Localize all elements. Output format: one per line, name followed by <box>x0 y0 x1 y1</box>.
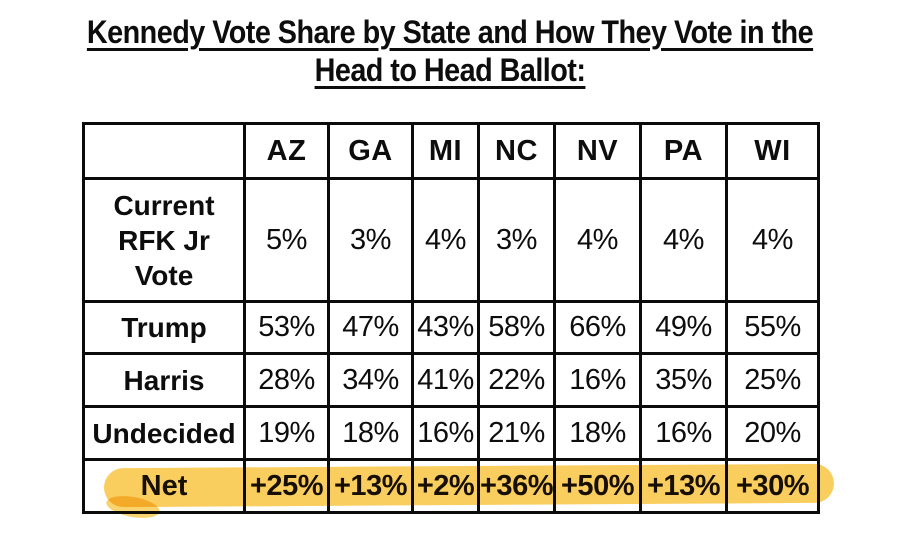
cell-net-mi: +2% <box>411 458 480 514</box>
cell-undecided-wi: 20% <box>725 405 820 461</box>
cell-rfk-pa: 4% <box>639 177 728 303</box>
cell-rfk-nc: 3% <box>477 177 556 303</box>
col-header-wi: WI <box>725 122 820 180</box>
table-row-harris: Harris 28% 34% 41% 22% 16% 35% 25% <box>82 352 820 408</box>
cell-harris-nv: 16% <box>553 352 642 408</box>
cell-net-nc: +36% <box>477 458 556 514</box>
cell-net-pa: +13% <box>639 458 728 514</box>
cell-rfk-az: 5% <box>243 177 330 303</box>
row-label-harris: Harris <box>82 352 246 408</box>
row-label-undecided: Undecided <box>82 405 246 461</box>
page-title: Kennedy Vote Share by State and How They… <box>45 13 855 89</box>
cell-undecided-ga: 18% <box>327 405 414 461</box>
cell-rfk-wi: 4% <box>725 177 820 303</box>
table-row-trump: Trump 53% 47% 43% 58% 66% 49% 55% <box>82 300 820 355</box>
cell-rfk-ga: 3% <box>327 177 414 303</box>
cell-harris-az: 28% <box>243 352 330 408</box>
cell-net-nv: +50% <box>553 458 642 514</box>
cell-trump-ga: 47% <box>327 300 414 355</box>
page-title-line1: Kennedy Vote Share by State and How They… <box>86 14 814 50</box>
cell-trump-az: 53% <box>243 300 330 355</box>
row-label-trump: Trump <box>82 300 246 355</box>
col-header-nc: NC <box>477 122 556 180</box>
cell-net-wi: +30% <box>725 458 820 514</box>
cell-harris-wi: 25% <box>725 352 820 408</box>
cell-trump-nc: 58% <box>477 300 556 355</box>
cell-rfk-nv: 4% <box>553 177 642 303</box>
cell-undecided-az: 19% <box>243 405 330 461</box>
cell-rfk-mi: 4% <box>411 177 480 303</box>
cell-trump-pa: 49% <box>639 300 728 355</box>
cell-harris-ga: 34% <box>327 352 414 408</box>
table-row-net: Net +25% +13% +2% +36% +50% +13% +30% <box>82 458 820 514</box>
cell-harris-mi: 41% <box>411 352 480 408</box>
col-header-ga: GA <box>327 122 414 180</box>
cell-undecided-pa: 16% <box>639 405 728 461</box>
col-header-mi: MI <box>411 122 480 180</box>
row-label-net: Net <box>82 458 246 514</box>
row-label-rfk-vote: Current RFK Jr Vote <box>82 177 246 303</box>
corner-blank-cell <box>82 122 246 180</box>
poll-table: AZ GA MI NC NV PA WI Current RFK Jr Vote… <box>82 122 820 514</box>
cell-undecided-nv: 18% <box>553 405 642 461</box>
cell-harris-pa: 35% <box>639 352 728 408</box>
cell-harris-nc: 22% <box>477 352 556 408</box>
col-header-nv: NV <box>553 122 642 180</box>
table-header-row: AZ GA MI NC NV PA WI <box>82 122 820 180</box>
col-header-pa: PA <box>639 122 728 180</box>
table-row-undecided: Undecided 19% 18% 16% 21% 18% 16% 20% <box>82 405 820 461</box>
table-row-rfk-vote: Current RFK Jr Vote 5% 3% 4% 3% 4% 4% 4% <box>82 177 820 303</box>
cell-trump-wi: 55% <box>725 300 820 355</box>
col-header-az: AZ <box>243 122 330 180</box>
cell-net-az: +25% <box>243 458 330 514</box>
cell-net-ga: +13% <box>327 458 414 514</box>
cell-trump-mi: 43% <box>411 300 480 355</box>
cell-undecided-nc: 21% <box>477 405 556 461</box>
page-title-line2: Head to Head Ballot: <box>314 52 586 88</box>
cell-trump-nv: 66% <box>553 300 642 355</box>
cell-undecided-mi: 16% <box>411 405 480 461</box>
